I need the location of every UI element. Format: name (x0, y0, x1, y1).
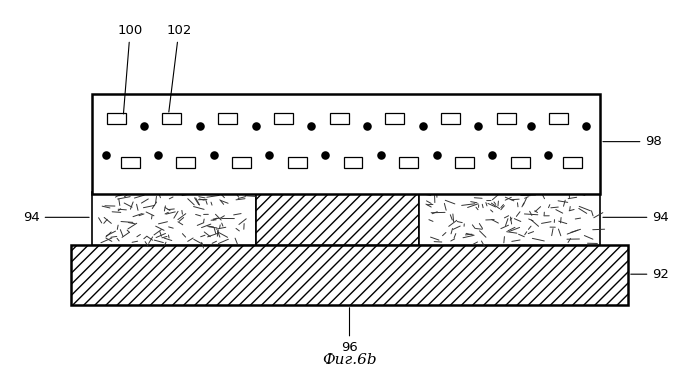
Point (208, 152, 219, 158)
Bar (274, 113, 293, 124)
Bar (256, 192, 419, 245)
Point (319, 152, 331, 158)
Bar (92, 192, 256, 245)
Text: 94: 94 (23, 211, 89, 224)
Text: 98: 98 (603, 135, 662, 148)
Point (361, 123, 373, 129)
Bar (71, 245, 628, 305)
Bar (510, 157, 530, 168)
Text: Фиг.6b: Фиг.6b (322, 353, 377, 367)
Point (305, 123, 317, 129)
Bar (343, 157, 363, 168)
Bar (419, 192, 600, 245)
Bar (162, 113, 182, 124)
Point (581, 123, 592, 129)
Point (525, 123, 536, 129)
Text: 94: 94 (603, 211, 669, 224)
Bar (121, 157, 140, 168)
Point (473, 123, 484, 129)
Bar (92, 94, 600, 194)
Bar (399, 157, 418, 168)
Point (487, 152, 498, 158)
Bar (330, 113, 349, 124)
Bar (549, 113, 568, 124)
Text: 96: 96 (341, 308, 358, 354)
Point (375, 152, 387, 158)
Point (264, 152, 275, 158)
Bar (385, 113, 404, 124)
Bar (563, 157, 582, 168)
Point (152, 152, 164, 158)
Text: 100: 100 (117, 24, 143, 114)
Bar (497, 113, 516, 124)
Point (542, 152, 554, 158)
Point (138, 123, 150, 129)
Bar (455, 157, 474, 168)
Point (417, 123, 428, 129)
Bar (288, 157, 307, 168)
Text: 102: 102 (166, 24, 192, 112)
Point (250, 123, 261, 129)
Bar (441, 113, 460, 124)
Bar (107, 113, 126, 124)
Bar (176, 157, 195, 168)
Bar (232, 157, 251, 168)
Point (431, 152, 442, 158)
Point (194, 123, 206, 129)
Text: 92: 92 (630, 268, 669, 281)
Point (100, 152, 111, 158)
Bar (218, 113, 237, 124)
